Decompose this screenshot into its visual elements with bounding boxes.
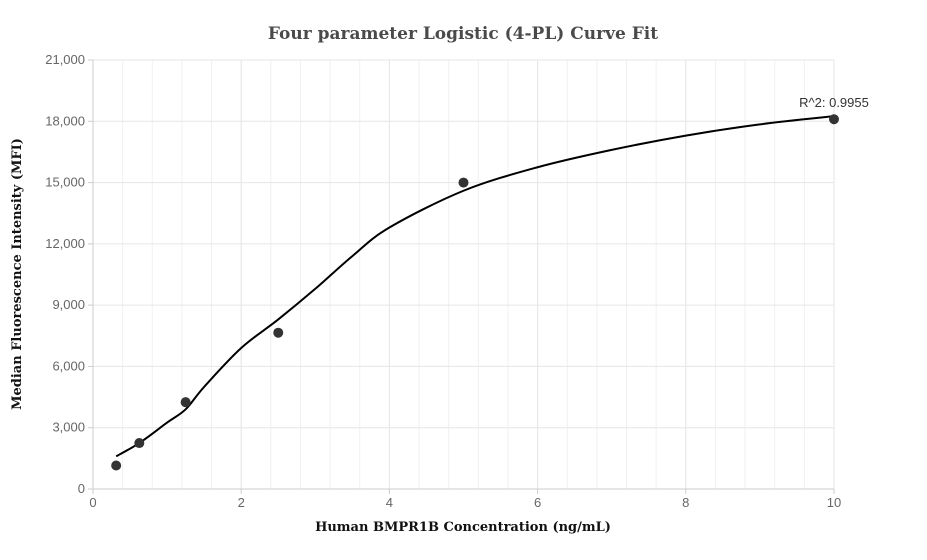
x-tick-label: 10	[827, 495, 841, 510]
y-axis-title: Median Fluorescence Intensity (MFI)	[10, 138, 25, 410]
y-tick-label: 12,000	[45, 236, 85, 251]
x-tick-label: 8	[682, 495, 689, 510]
x-tick-label: 4	[386, 495, 393, 510]
data-point	[134, 438, 145, 449]
data-point	[458, 177, 469, 188]
data-point	[273, 327, 284, 338]
x-tick-label: 0	[89, 495, 96, 510]
x-axis-title: Human BMPR1B Concentration (ng/mL)	[315, 520, 611, 535]
y-tick-label: 6,000	[52, 358, 85, 373]
x-tick-label: 2	[238, 495, 245, 510]
chart-title: Four parameter Logistic (4-PL) Curve Fit	[268, 24, 658, 44]
fit-curve-line	[115, 115, 835, 458]
data-point	[180, 397, 191, 408]
fit-curve-layer	[115, 115, 835, 458]
r-squared-annotation: R^2: 0.9955	[799, 95, 869, 110]
y-tick-label: 18,000	[45, 113, 85, 128]
data-point	[111, 460, 122, 471]
grid	[92, 59, 835, 490]
y-tick-label: 21,000	[45, 52, 85, 67]
y-tick-label: 9,000	[52, 297, 85, 312]
y-tick-label: 3,000	[52, 420, 85, 435]
data-points-layer	[111, 114, 839, 471]
x-tick-label: 6	[534, 495, 541, 510]
y-tick-label: 15,000	[45, 175, 85, 190]
axes: 0 2 4 6 8 10 0 3,000 6,000 9,000 12,000 15,000 18,00…	[45, 52, 841, 510]
data-point	[829, 114, 839, 125]
y-tick-label: 0	[78, 481, 85, 496]
